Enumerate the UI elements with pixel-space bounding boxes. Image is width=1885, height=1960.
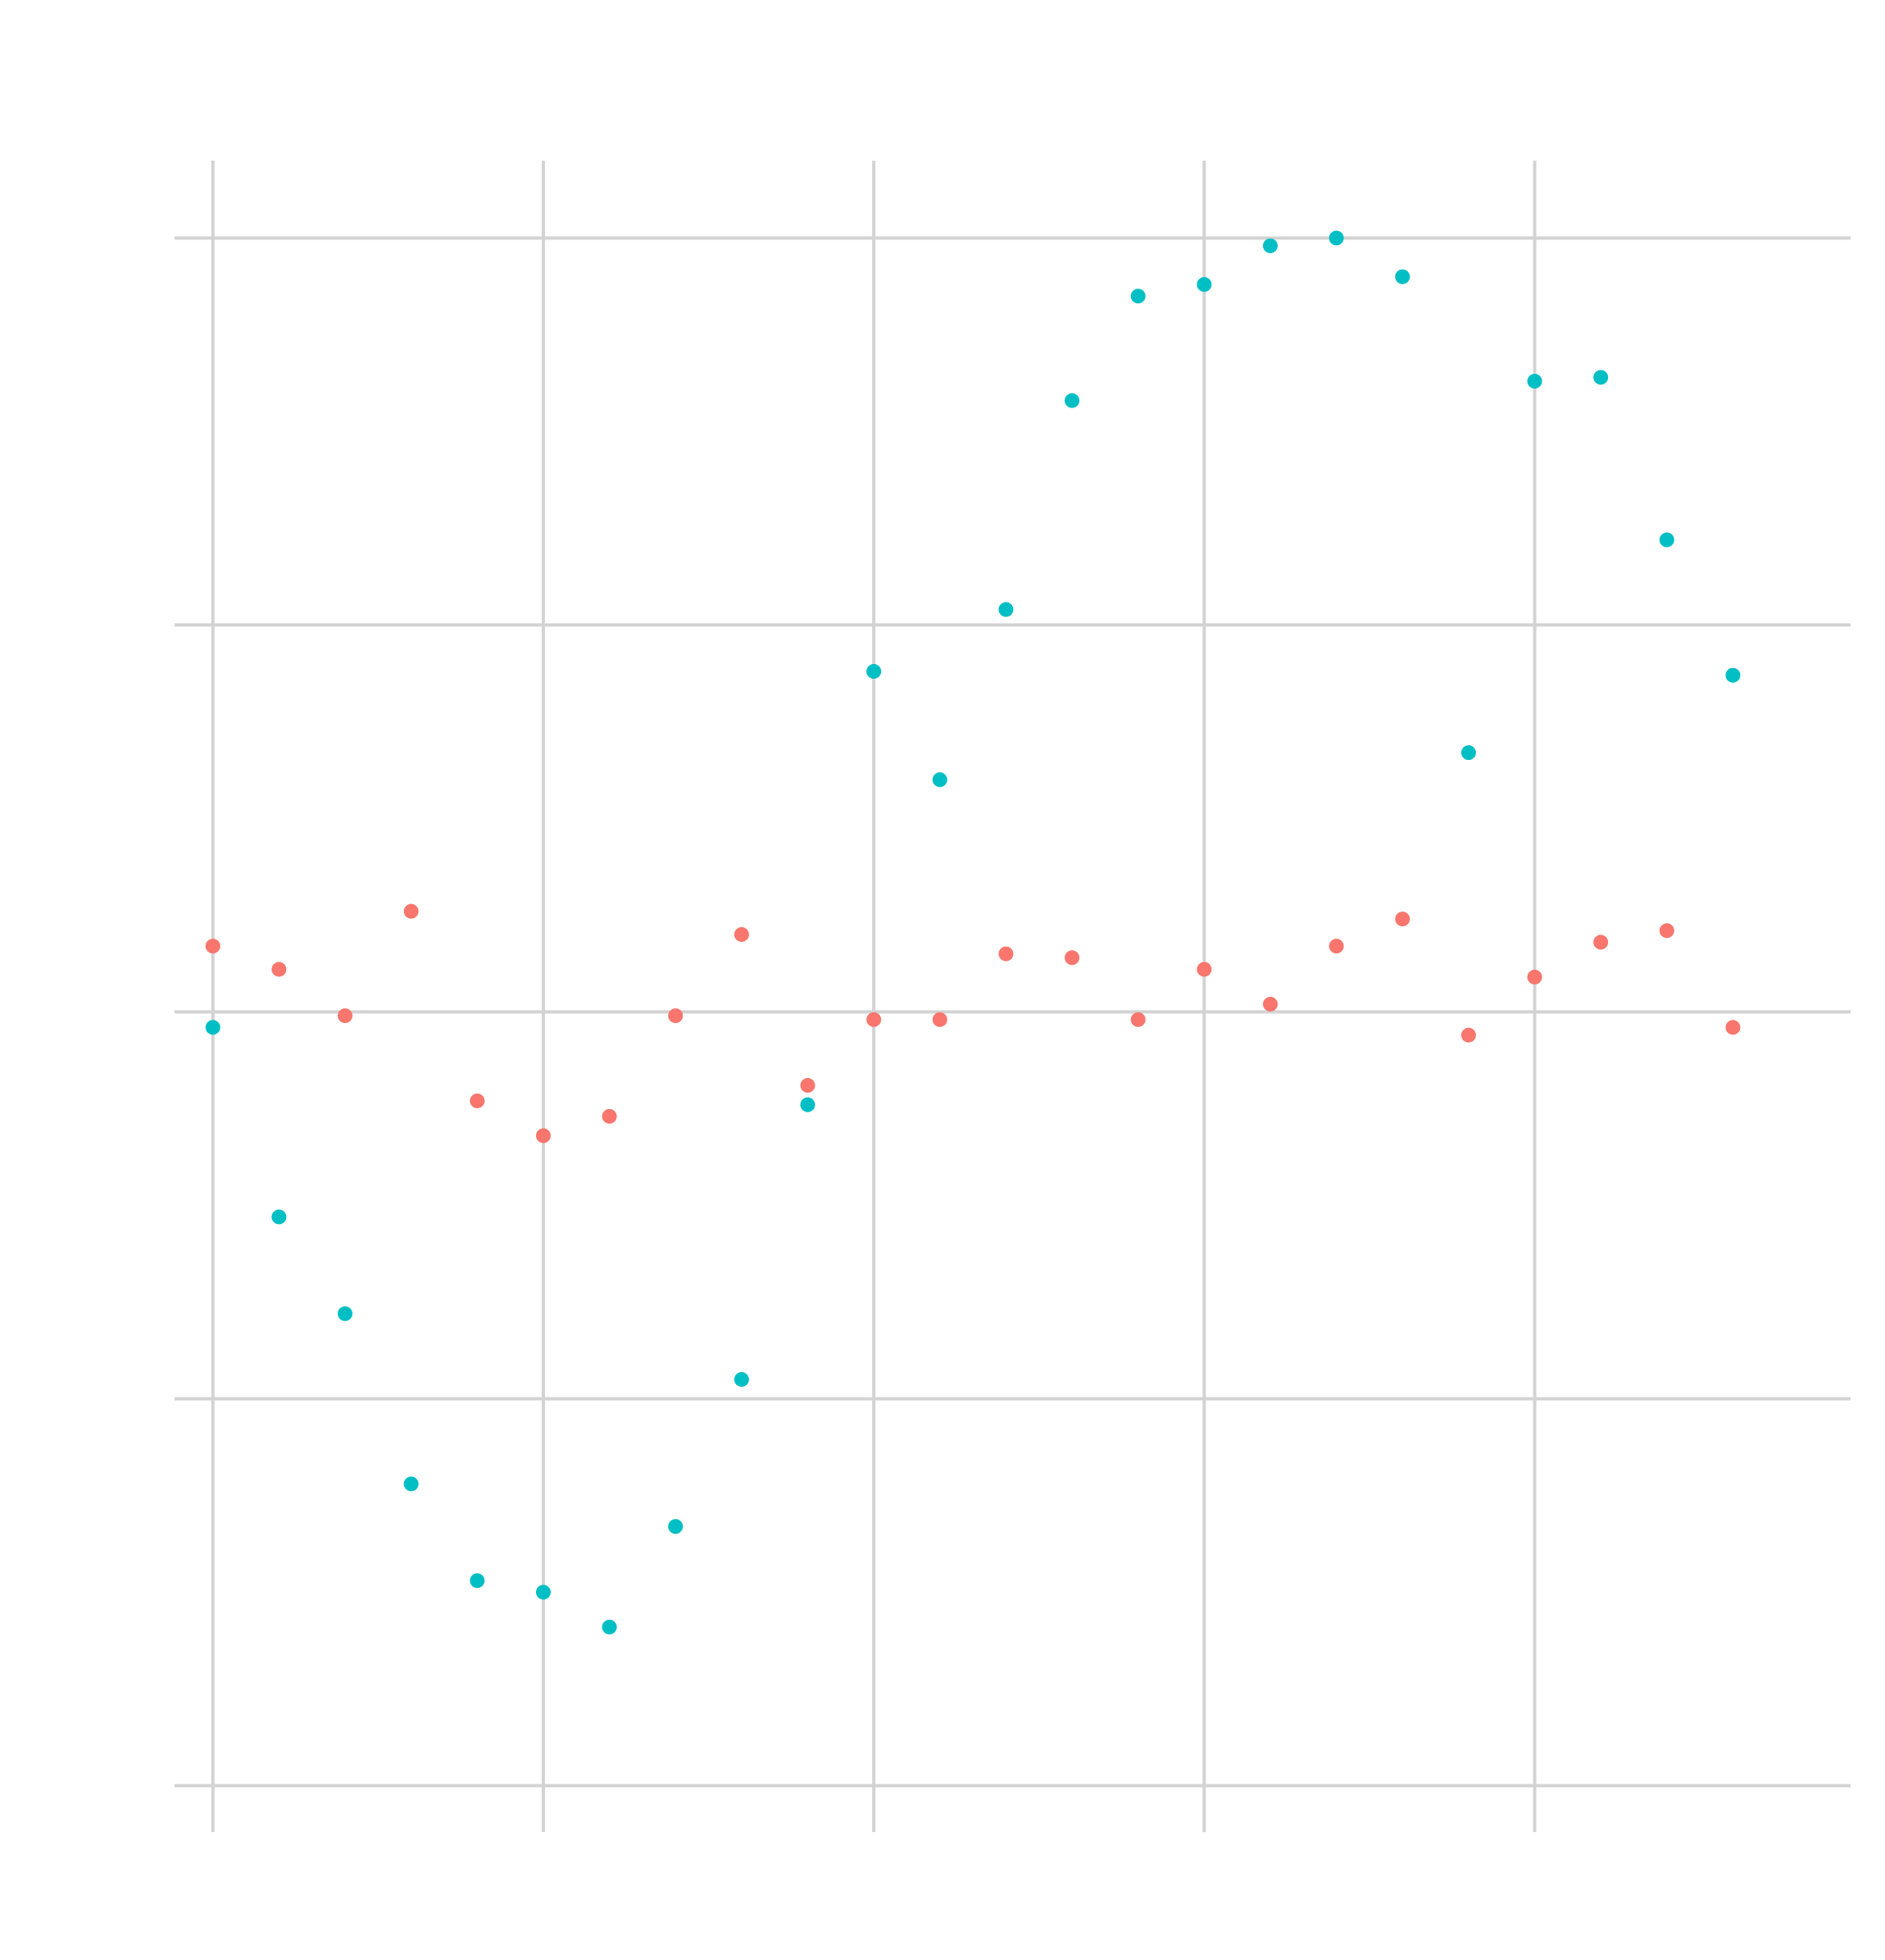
series-2-point-3 <box>403 1476 419 1492</box>
series-2-point-15 <box>1197 277 1212 293</box>
series-1-point-18 <box>1395 912 1410 927</box>
series-1-point-6 <box>602 1108 617 1124</box>
series-1-point-16 <box>1262 996 1278 1012</box>
series-2-point-1 <box>271 1209 287 1225</box>
series-2-point-12 <box>998 602 1014 617</box>
series-1-point-21 <box>1593 935 1609 950</box>
series-1-point-20 <box>1527 969 1542 985</box>
series-1-point-15 <box>1197 962 1212 977</box>
series-1-point-4 <box>470 1093 485 1108</box>
series-1-point-17 <box>1329 939 1344 954</box>
series-2-point-8 <box>734 1371 749 1387</box>
series-1-point-3 <box>403 903 419 919</box>
series-2-point-2 <box>338 1306 353 1321</box>
series-2-point-20 <box>1527 374 1542 389</box>
series-1-point-2 <box>338 1008 353 1024</box>
series-2-point-4 <box>470 1573 485 1589</box>
series-1-point-13 <box>1065 950 1080 966</box>
series-2-point-5 <box>535 1585 551 1600</box>
series-2-point-16 <box>1262 238 1278 253</box>
series-2-point-10 <box>866 664 882 680</box>
series-1-point-7 <box>668 1008 684 1024</box>
series-2-point-19 <box>1460 745 1476 761</box>
series-1-point-14 <box>1130 1012 1146 1027</box>
series-1-point-8 <box>734 926 749 942</box>
series-1-point-19 <box>1460 1027 1476 1043</box>
series-2-point-18 <box>1395 269 1410 284</box>
series-2-point-0 <box>205 1020 220 1035</box>
series-1-point-22 <box>1659 923 1674 939</box>
grid-lines <box>175 161 1851 1832</box>
series-2-point-22 <box>1659 532 1674 548</box>
series-1-point-23 <box>1725 1020 1741 1035</box>
series-2-point-17 <box>1329 230 1344 246</box>
series-2-point-11 <box>932 772 947 788</box>
series-2-point-6 <box>602 1619 617 1635</box>
series-1-point-5 <box>535 1128 551 1144</box>
series-1-point-11 <box>932 1012 947 1027</box>
series-2-point-23 <box>1725 667 1741 683</box>
series-1-point-0 <box>205 939 220 954</box>
series-1-point-1 <box>271 962 287 977</box>
series-1-point-12 <box>998 946 1014 962</box>
series-2-point-14 <box>1130 289 1146 304</box>
series-2-point-21 <box>1593 370 1609 385</box>
series-1-point-9 <box>800 1078 815 1094</box>
series-2-point-7 <box>668 1519 684 1535</box>
series-1-point-10 <box>866 1012 882 1027</box>
series-2-point-13 <box>1065 393 1080 408</box>
data-points <box>205 230 1741 1635</box>
series-2-point-9 <box>800 1097 815 1112</box>
